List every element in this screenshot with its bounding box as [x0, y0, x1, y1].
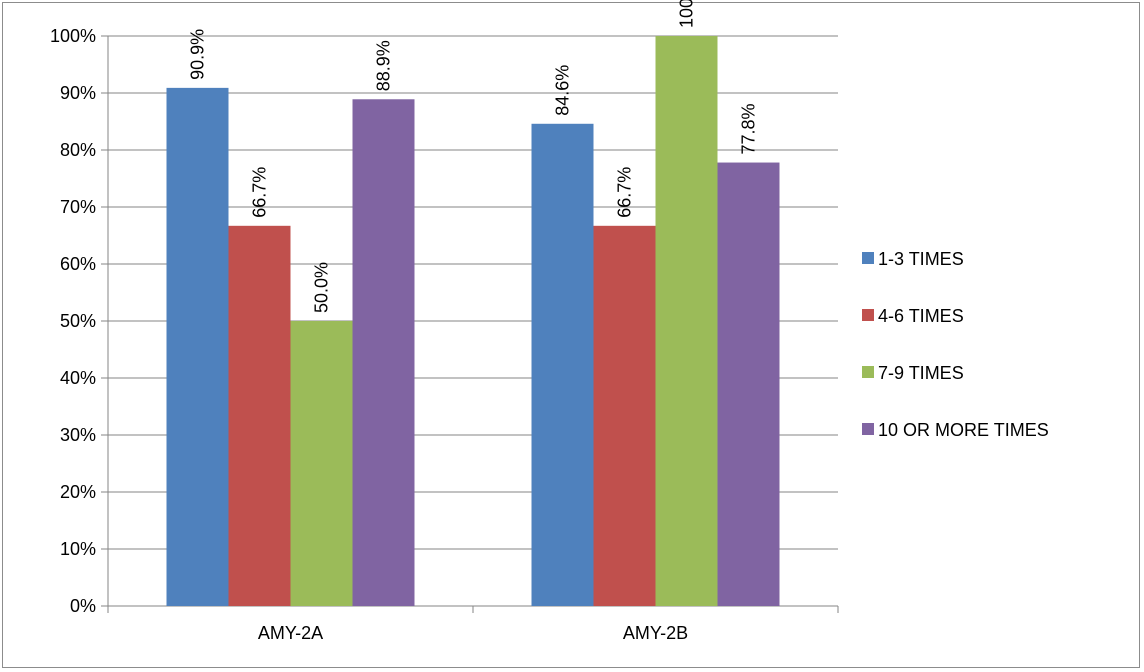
bar	[531, 123, 594, 606]
x-tick-label: AMY-2B	[623, 623, 688, 643]
y-tick-label: 40%	[60, 368, 96, 388]
bar	[593, 225, 656, 606]
y-tick-label: 10%	[60, 539, 96, 559]
legend-label: 7-9 TIMES	[878, 363, 964, 383]
data-label: 90.9%	[188, 29, 208, 80]
bar	[352, 99, 415, 607]
bar	[166, 87, 229, 607]
data-label: 84.6%	[553, 65, 573, 116]
legend-swatch	[862, 423, 874, 435]
legend-swatch	[862, 252, 874, 264]
legend-label: 10 OR MORE TIMES	[878, 420, 1049, 440]
legend-label: 1-3 TIMES	[878, 249, 964, 269]
bar	[655, 36, 718, 606]
bar	[228, 225, 291, 606]
legend-swatch	[862, 366, 874, 378]
y-tick-label: 20%	[60, 482, 96, 502]
y-tick-label: 90%	[60, 83, 96, 103]
legend-swatch	[862, 309, 874, 321]
y-tick-label: 30%	[60, 425, 96, 445]
y-tick-label: 100%	[50, 26, 96, 46]
y-tick-label: 70%	[60, 197, 96, 217]
x-tick-label: AMY-2A	[258, 623, 323, 643]
bar	[717, 162, 780, 607]
y-tick-label: 50%	[60, 311, 96, 331]
bar	[290, 321, 353, 606]
data-label: 66.7%	[615, 167, 635, 218]
data-label: 77.8%	[739, 103, 759, 154]
y-tick-label: 80%	[60, 140, 96, 160]
y-tick-label: 0%	[70, 596, 96, 616]
data-label: 66.7%	[250, 167, 270, 218]
data-label: 88.9%	[374, 40, 394, 91]
data-label: 100%	[677, 0, 697, 28]
legend-label: 4-6 TIMES	[878, 306, 964, 326]
y-tick-label: 60%	[60, 254, 96, 274]
data-label: 50.0%	[312, 262, 332, 313]
